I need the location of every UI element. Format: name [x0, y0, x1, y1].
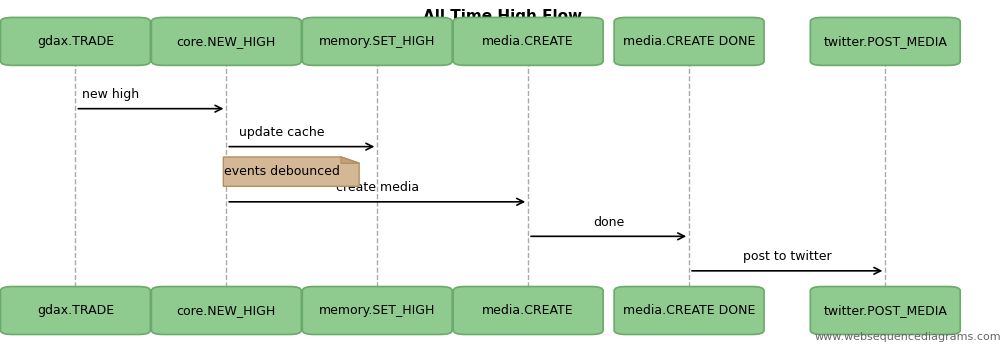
Text: create media: create media	[336, 181, 418, 194]
Text: media.CREATE DONE: media.CREATE DONE	[623, 35, 756, 48]
FancyBboxPatch shape	[302, 17, 452, 66]
FancyBboxPatch shape	[614, 286, 765, 335]
Text: media.CREATE: media.CREATE	[482, 35, 574, 48]
Text: update cache: update cache	[239, 126, 324, 139]
Text: gdax.TRADE: gdax.TRADE	[37, 304, 114, 317]
Text: media.CREATE: media.CREATE	[482, 304, 574, 317]
Text: twitter.POST_MEDIA: twitter.POST_MEDIA	[823, 35, 948, 48]
FancyBboxPatch shape	[0, 286, 150, 335]
Text: All Time High Flow: All Time High Flow	[424, 9, 582, 23]
Text: done: done	[593, 216, 625, 229]
FancyBboxPatch shape	[453, 286, 603, 335]
FancyBboxPatch shape	[810, 286, 960, 335]
Text: twitter.POST_MEDIA: twitter.POST_MEDIA	[823, 304, 948, 317]
Text: post to twitter: post to twitter	[742, 250, 832, 263]
FancyBboxPatch shape	[302, 286, 452, 335]
Polygon shape	[223, 157, 359, 186]
Text: memory.SET_HIGH: memory.SET_HIGH	[319, 304, 436, 317]
FancyBboxPatch shape	[151, 17, 301, 66]
Text: www.websequencediagrams.com: www.websequencediagrams.com	[814, 332, 1001, 342]
FancyBboxPatch shape	[151, 286, 301, 335]
Text: events debounced: events debounced	[224, 165, 340, 178]
FancyBboxPatch shape	[810, 17, 960, 66]
Polygon shape	[341, 157, 359, 163]
Text: media.CREATE DONE: media.CREATE DONE	[623, 304, 756, 317]
Text: new high: new high	[82, 88, 139, 101]
Text: memory.SET_HIGH: memory.SET_HIGH	[319, 35, 436, 48]
Text: core.NEW_HIGH: core.NEW_HIGH	[177, 304, 276, 317]
FancyBboxPatch shape	[453, 17, 603, 66]
Text: gdax.TRADE: gdax.TRADE	[37, 35, 114, 48]
Text: core.NEW_HIGH: core.NEW_HIGH	[177, 35, 276, 48]
FancyBboxPatch shape	[0, 17, 150, 66]
FancyBboxPatch shape	[614, 17, 765, 66]
